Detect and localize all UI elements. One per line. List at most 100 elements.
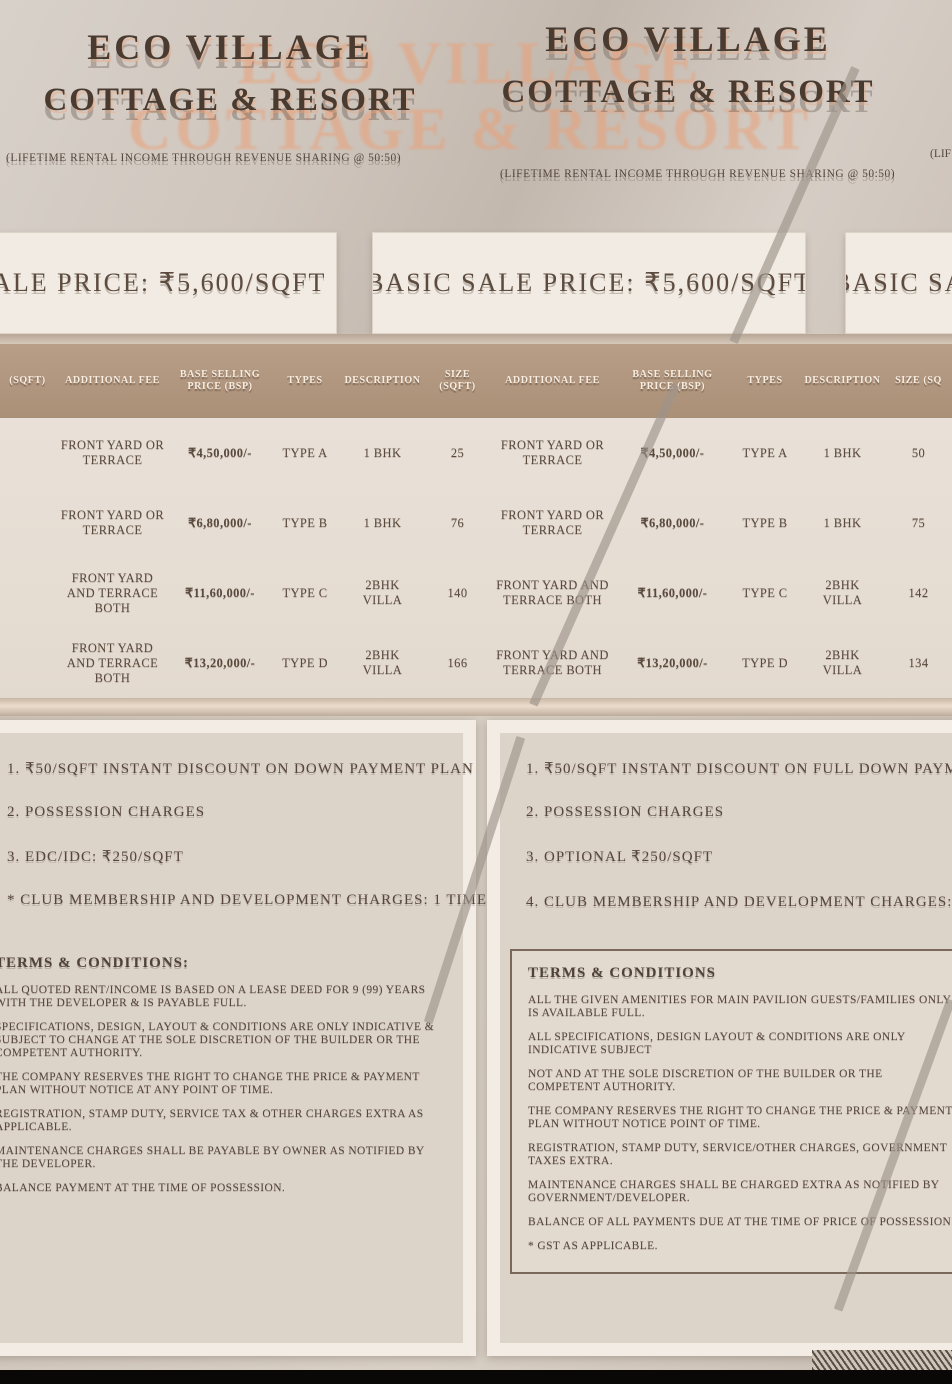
cell-size: 166 <box>447 655 468 670</box>
cell-additional-fee: FRONT YARD OR TERRACE <box>60 438 165 467</box>
basic-sale-price-right: BASIC SALE PRICE: ₹5,600/SQFT <box>846 268 952 297</box>
cell-description: 2BHK VILLA <box>822 648 863 677</box>
cell-bsp: ₹4,50,000/- <box>640 445 705 460</box>
basic-sale-price: BASIC SALE PRICE: ₹5,600/SQFT <box>372 268 806 297</box>
cell-bsp: ₹13,20,000/- <box>637 655 708 670</box>
ghost-title-line2: COTTAGE & RESORT <box>127 96 813 162</box>
col-header: ADDITIONAL FEE <box>505 375 600 386</box>
note-item: 4. CLUB MEMBERSHIP AND DEVELOPMENT CHARG… <box>526 894 952 910</box>
term-item: ALL THE GIVEN AMENITIES FOR MAIN PAVILIO… <box>528 994 951 1019</box>
cell-size: 142 <box>908 585 929 600</box>
cell-type: TYPE B <box>742 515 788 530</box>
cell-size: 75 <box>911 515 926 530</box>
cell-size: 134 <box>908 655 929 670</box>
cell-description: 2BHK VILLA <box>822 578 863 607</box>
resort-title-line1: ECO VILLAGE <box>87 27 373 67</box>
terms-left: TERMS & CONDITIONS: ALL QUOTED RENT/INCO… <box>0 955 435 1206</box>
basic-sale-price-left: BASIC SALE PRICE: ₹5,600/SQFT <box>0 268 327 297</box>
col-header: TYPES <box>747 375 783 386</box>
terms-heading-left: TERMS & CONDITIONS: <box>0 955 190 971</box>
table-row-type-a: FRONT YARD OR TERRACE ₹4,50,000/- TYPE A… <box>0 418 952 488</box>
term-item: THE COMPANY RESERVES THE RIGHT TO CHANGE… <box>0 1071 420 1096</box>
title-block-left: ECO VILLAGE COTTAGE & RESORT <box>40 26 420 119</box>
section-divider <box>0 698 952 716</box>
ghost-title-artifact: ECO VILLAGE COTTAGE & RESORT <box>120 30 820 162</box>
cell-additional-fee: FRONT YARD AND TERRACE BOTH <box>66 570 159 615</box>
col-header: TYPES <box>287 375 323 386</box>
tagline-fragment: (LIF <box>930 148 952 160</box>
price-box-main: BASIC SALE PRICE: ₹5,600/SQFT <box>372 232 806 334</box>
lower-section: 1. ₹50/SQFT INSTANT DISCOUNT ON DOWN PAY… <box>0 716 952 1370</box>
cell-type: TYPE A <box>282 445 328 460</box>
price-box-left-cut: BASIC SALE PRICE: ₹5,600/SQFT <box>0 232 337 334</box>
note-item: * CLUB MEMBERSHIP AND DEVELOPMENT CHARGE… <box>7 892 488 908</box>
term-item: BALANCE OF ALL PAYMENTS DUE AT THE TIME … <box>528 1216 952 1228</box>
cell-bsp: ₹13,20,000/- <box>184 655 256 670</box>
resort-title-line1-copy: ECO VILLAGE <box>545 19 831 59</box>
price-box-right-cut: BASIC SALE PRICE: ₹5,600/SQFT <box>845 232 952 334</box>
ghost-title-line1: ECO VILLAGE <box>237 30 703 96</box>
cell-type: TYPE D <box>742 655 788 670</box>
title-block-right: ECO VILLAGE COTTAGE & RESORT <box>478 18 898 111</box>
col-header: DESCRIPTION <box>804 375 881 386</box>
cell-type: TYPE C <box>742 585 788 600</box>
table-row-type-c: FRONT YARD AND TERRACE BOTH ₹11,60,000/-… <box>0 558 952 628</box>
cell-bsp: ₹4,50,000/- <box>188 445 252 460</box>
col-header: ADDITIONAL FEE <box>65 375 160 386</box>
cell-additional-fee: FRONT YARD AND TERRACE BOTH <box>496 578 609 607</box>
pricing-table: (SQFT) ADDITIONAL FEE BASE SELLING PRICE… <box>0 344 952 698</box>
term-item: NOT AND AT THE SOLE DISCRETION OF THE BU… <box>528 1068 883 1093</box>
cell-description: 1 BHK <box>363 445 402 460</box>
cell-additional-fee: FRONT YARD OR TERRACE <box>60 508 165 537</box>
cell-type: TYPE D <box>282 655 328 670</box>
cell-bsp: ₹6,80,000/- <box>640 515 705 530</box>
resort-title-line2-copy: COTTAGE & RESORT <box>501 74 875 110</box>
cell-type: TYPE B <box>282 515 328 530</box>
cell-size: 25 <box>450 445 465 460</box>
terms-right: TERMS & CONDITIONS ALL THE GIVEN AMENITI… <box>510 949 952 1274</box>
term-item: ALL SPECIFICATIONS, DESIGN LAYOUT & COND… <box>528 1031 906 1056</box>
note-item: 3. OPTIONAL ₹250/SQFT <box>526 849 714 865</box>
cell-description: 1 BHK <box>363 515 402 530</box>
notes-list-right: 1. ₹50/SQFT INSTANT DISCOUNT ON FULL DOW… <box>526 759 952 937</box>
cell-additional-fee: FRONT YARD AND TERRACE BOTH <box>66 640 159 685</box>
resort-title-line2: COTTAGE & RESORT <box>43 82 417 118</box>
cell-bsp: ₹11,60,000/- <box>185 585 255 600</box>
note-item: 1. ₹50/SQFT INSTANT DISCOUNT ON DOWN PAY… <box>7 761 474 777</box>
note-item: 3. EDC/IDC: ₹250/SQFT <box>7 849 184 865</box>
term-item: BALANCE PAYMENT AT THE TIME OF POSSESSIO… <box>0 1182 286 1194</box>
cell-description: 2BHK VILLA <box>362 578 403 607</box>
hatch-pattern-strip <box>812 1350 952 1370</box>
col-header: SIZE (SQFT) <box>439 369 476 392</box>
col-header: BASE SELLING PRICE (BSP) <box>179 369 261 392</box>
note-item: 1. ₹50/SQFT INSTANT DISCOUNT ON FULL DOW… <box>526 761 952 777</box>
cell-size: 76 <box>450 515 465 530</box>
cell-type: TYPE C <box>282 585 328 600</box>
note-item: 2. POSSESSION CHARGES <box>526 804 725 820</box>
term-item: SPECIFICATIONS, DESIGN, LAYOUT & CONDITI… <box>0 1021 435 1059</box>
table-body: FRONT YARD OR TERRACE ₹4,50,000/- TYPE A… <box>0 418 952 698</box>
cell-size: 50 <box>911 445 926 460</box>
col-header: SIZE (SQ <box>895 375 942 386</box>
term-item: MAINTENANCE CHARGES SHALL BE PAYABLE BY … <box>0 1145 425 1170</box>
cell-description: 2BHK VILLA <box>362 648 403 677</box>
cell-size: 140 <box>447 585 468 600</box>
cell-type: TYPE A <box>742 445 788 460</box>
term-item: * GST AS APPLICABLE. <box>528 1240 658 1252</box>
cell-bsp: ₹11,60,000/- <box>637 585 708 600</box>
cell-bsp: ₹6,80,000/- <box>188 515 252 530</box>
panel-right: 1. ₹50/SQFT INSTANT DISCOUNT ON FULL DOW… <box>487 720 952 1356</box>
cell-description: 1 BHK <box>823 515 862 530</box>
cell-additional-fee: FRONT YARD OR TERRACE <box>500 438 605 467</box>
cell-description: 1 BHK <box>823 445 862 460</box>
price-divider-strip <box>0 334 952 344</box>
table-row-type-b: FRONT YARD OR TERRACE ₹6,80,000/- TYPE B… <box>0 488 952 558</box>
cell-additional-fee: FRONT YARD OR TERRACE <box>500 508 605 537</box>
footer-black-bar <box>0 1370 952 1384</box>
term-item: THE COMPANY RESERVES THE RIGHT TO CHANGE… <box>528 1105 952 1130</box>
price-section: BASIC SALE PRICE: ₹5,600/SQFT BASIC SALE… <box>0 222 952 344</box>
tagline-right: (LIFETIME RENTAL INCOME THROUGH REVENUE … <box>500 168 896 180</box>
terms-heading-right: TERMS & CONDITIONS <box>528 965 717 981</box>
col-header: (SQFT) <box>9 375 46 386</box>
